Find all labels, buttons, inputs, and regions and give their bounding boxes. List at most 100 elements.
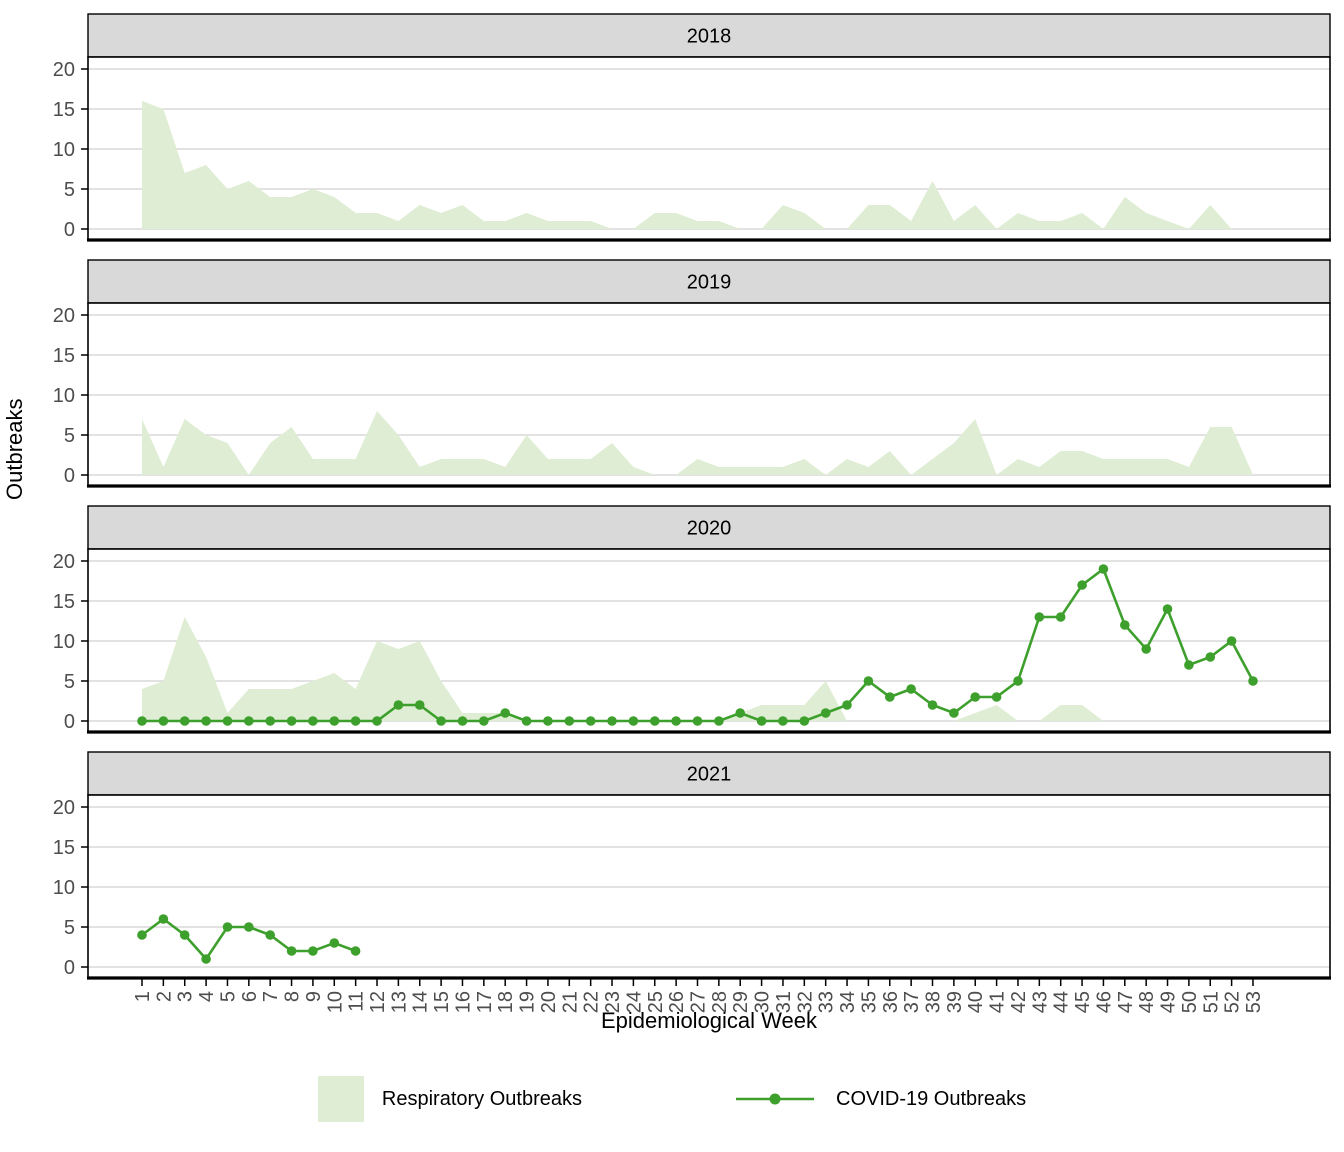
- x-tick-label: 38: [923, 991, 945, 1013]
- covid-point: [222, 716, 233, 726]
- legend-item-covid: COVID-19 Outbreaks: [732, 1076, 1026, 1122]
- x-tick-label: 27: [687, 991, 709, 1013]
- y-tick-label: 15: [53, 99, 75, 121]
- legend-line-swatch: [736, 1093, 814, 1105]
- covid-point: [1226, 636, 1237, 646]
- x-tick-label: 42: [1008, 991, 1030, 1013]
- covid-point: [1120, 620, 1130, 630]
- covid-point: [906, 684, 916, 694]
- covid-point: [265, 716, 276, 726]
- x-tick-label: 45: [1072, 991, 1094, 1013]
- y-tick-label: 5: [64, 671, 75, 693]
- covid-point: [1184, 660, 1194, 670]
- x-tick-label: 33: [816, 991, 838, 1013]
- covid-point: [308, 716, 318, 726]
- x-tick-label: 52: [1222, 991, 1244, 1013]
- x-tick-label: 5: [217, 991, 239, 1002]
- y-tick-label: 15: [53, 345, 75, 367]
- covid-point: [970, 692, 980, 702]
- covid-point: [350, 716, 361, 726]
- x-tick-label: 32: [794, 991, 816, 1013]
- x-tick-label: 29: [730, 991, 752, 1013]
- covid-point: [329, 716, 340, 726]
- x-tick-label: 8: [282, 991, 304, 1002]
- covid-point: [244, 716, 254, 726]
- covid-point: [457, 716, 468, 726]
- x-tick-label: 48: [1136, 991, 1158, 1013]
- covid-point: [158, 716, 169, 726]
- y-tick-label: 15: [53, 591, 75, 613]
- x-tick-label: 17: [474, 991, 496, 1013]
- covid-point: [820, 708, 831, 718]
- x-tick-label: 19: [517, 991, 539, 1013]
- x-tick-label: 25: [645, 991, 667, 1013]
- x-tick-label: 41: [987, 991, 1009, 1013]
- covid-point: [564, 716, 575, 726]
- covid-point: [756, 716, 767, 726]
- x-tick-label: 13: [388, 991, 410, 1013]
- covid-point: [500, 708, 511, 718]
- x-tick-label: 47: [1115, 991, 1137, 1013]
- y-tick-label: 0: [64, 465, 75, 487]
- covid-point: [1034, 612, 1045, 622]
- covid-point: [137, 930, 147, 940]
- covid-point: [1141, 644, 1151, 654]
- x-tick-label: 28: [709, 991, 731, 1013]
- covid-point: [628, 716, 639, 726]
- y-tick-label: 20: [53, 551, 75, 573]
- x-tick-label: 23: [602, 991, 624, 1013]
- covid-point: [650, 716, 660, 726]
- covid-point: [885, 692, 895, 702]
- y-tick-label: 10: [53, 385, 75, 407]
- covid-point: [778, 716, 788, 726]
- x-axis: 1 2 3 4 5 6 7 8 9 10 11 12 13 14 15 16 17 18 19 20 21 22 23 24 2…: [132, 979, 1265, 1013]
- covid-point: [393, 700, 404, 710]
- legend-item-respiratory: Respiratory Outbreaks: [317, 1076, 582, 1122]
- covid-point: [1205, 652, 1216, 662]
- legend-label-respiratory: Respiratory Outbreaks: [381, 1087, 582, 1110]
- y-axis-title: Outbreaks: [2, 398, 27, 501]
- x-tick-label: 7: [260, 991, 282, 1002]
- x-tick-label: 53: [1243, 991, 1265, 1013]
- x-tick-label: 20: [538, 991, 560, 1013]
- covid-point: [436, 716, 446, 726]
- x-tick-label: 35: [858, 991, 880, 1013]
- y-tick-label: 5: [64, 917, 75, 939]
- x-tick-label: 11: [346, 991, 368, 1012]
- x-tick-label: 4: [196, 991, 218, 1002]
- legend: Respiratory Outbreaks COVID-19 Outbreaks: [0, 1076, 1344, 1122]
- covid-point: [350, 946, 361, 956]
- x-tick-label: 36: [880, 991, 902, 1013]
- x-tick-label: 1: [132, 991, 154, 1002]
- respiratory-area-2018: [142, 101, 1253, 229]
- covid-point: [607, 716, 617, 726]
- y-tick-label: 10: [53, 139, 75, 161]
- x-tick-label: 21: [559, 991, 581, 1013]
- respiratory-area-2019: [142, 411, 1253, 475]
- x-tick-label: 51: [1200, 991, 1222, 1013]
- x-tick-label: 10: [324, 991, 346, 1013]
- y-tick-label: 20: [53, 305, 75, 327]
- covid-point: [1055, 612, 1066, 622]
- covid-point: [1013, 676, 1023, 686]
- x-tick-label: 3: [175, 991, 197, 1002]
- covid-point: [1077, 580, 1087, 590]
- covid-point: [585, 716, 596, 726]
- respiratory-area-2020: [142, 617, 1253, 721]
- x-tick-label: 2: [153, 991, 175, 1002]
- covid-point: [372, 716, 382, 726]
- covid-point: [521, 716, 532, 726]
- x-tick-label: 40: [965, 991, 987, 1013]
- y-tick-label: 20: [53, 797, 75, 819]
- x-tick-label: 15: [431, 991, 453, 1013]
- x-tick-label: 34: [837, 991, 859, 1013]
- facet-2020: 2020 0 5 10 15 20: [53, 505, 1331, 734]
- y-tick-label: 15: [53, 837, 75, 859]
- x-tick-label: 46: [1093, 991, 1115, 1013]
- x-tick-label: 37: [901, 991, 923, 1013]
- facet-2021: 2021 0 5 10 15 20: [53, 751, 1331, 980]
- x-tick-label: 49: [1158, 991, 1180, 1013]
- covid-point: [308, 946, 318, 956]
- covid-point: [1098, 564, 1109, 574]
